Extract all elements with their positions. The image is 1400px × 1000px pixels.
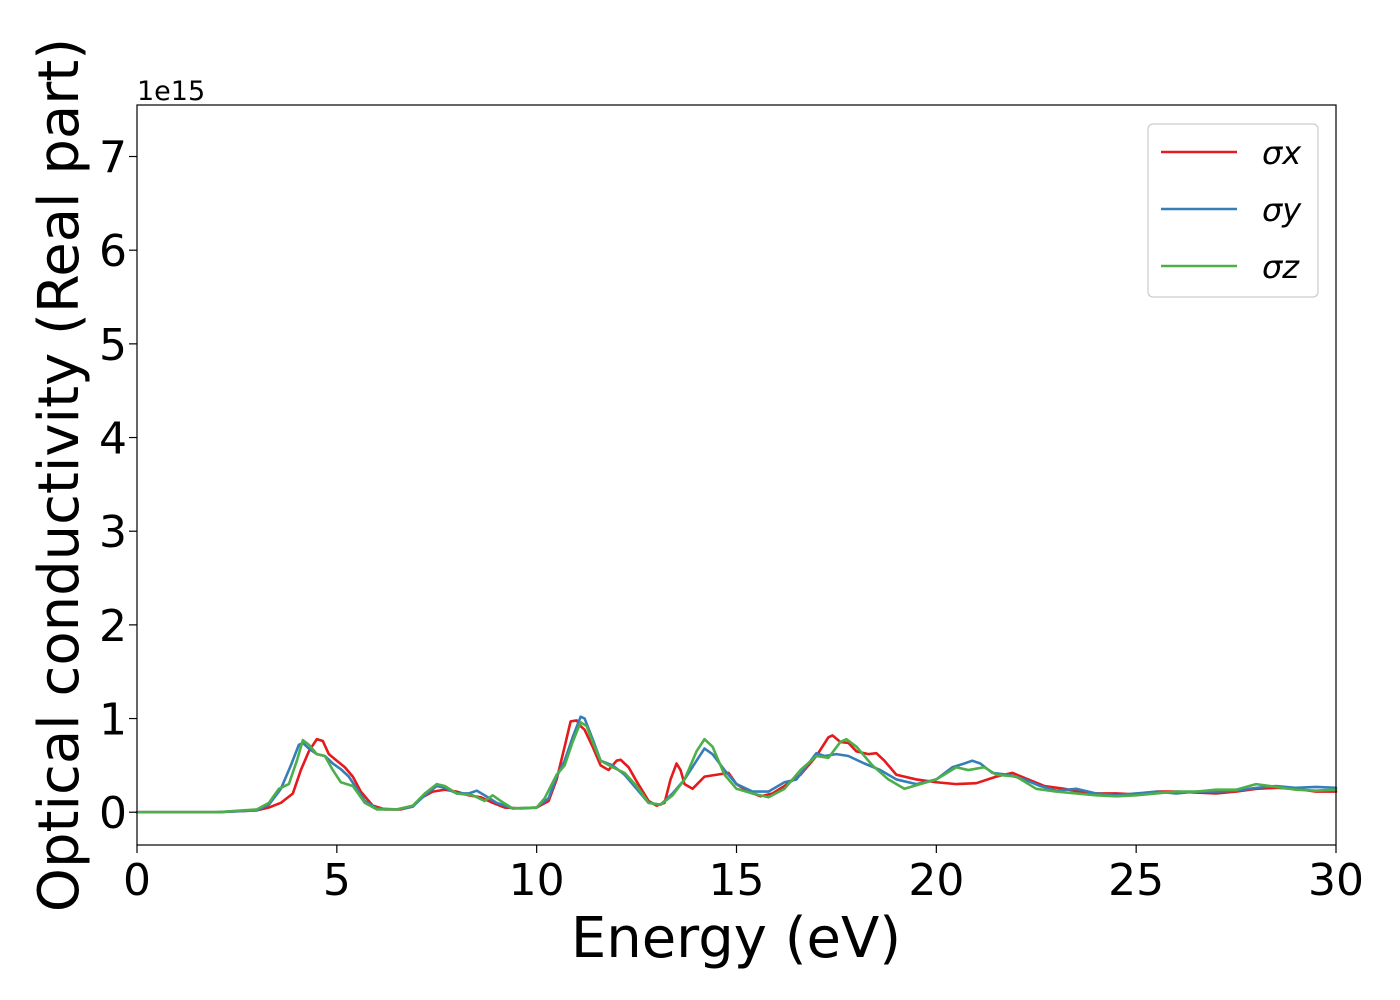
legend-entry: σz [1262,248,1300,286]
x-tick-label: 15 [709,855,765,906]
x-tick-label: 20 [908,855,964,906]
x-tick-label: 5 [323,855,351,906]
x-axis-label: Energy (eV) [571,906,901,971]
series-line-2 [135,720,1338,814]
y-tick-label: 6 [99,226,127,277]
x-axis: 0 5 10 15 20 25 30 [123,845,1364,906]
x-tick-label: 0 [123,855,151,906]
y-offset-label: 1e15 [137,76,205,107]
y-tick-label: 3 [99,507,127,558]
legend: σx σy σz [1147,123,1319,298]
x-tick-label: 10 [509,855,565,906]
series-layer [135,715,1338,814]
y-axis-label: Optical conductivity (Real part) [27,38,92,912]
x-tick-label: 25 [1108,855,1164,906]
plot-area [137,105,1336,845]
legend-box [1147,123,1319,298]
y-tick-label: 4 [99,414,127,465]
y-tick-label: 1 [99,695,127,746]
y-tick-label: 0 [99,788,127,839]
y-axis: 0 1 2 3 4 5 6 7 [99,133,137,839]
y-tick-label: 2 [99,601,127,652]
x-tick-label: 30 [1308,855,1364,906]
y-tick-label: 5 [99,320,127,371]
legend-entry: σx [1262,134,1302,172]
y-tick-label: 7 [99,133,127,184]
legend-entry: σy [1262,191,1302,229]
